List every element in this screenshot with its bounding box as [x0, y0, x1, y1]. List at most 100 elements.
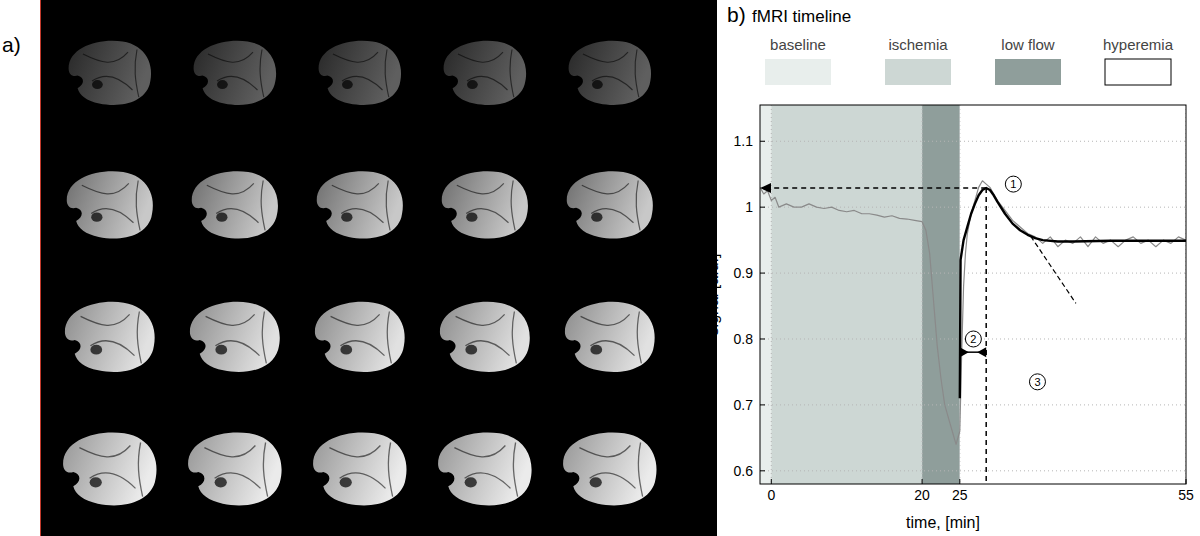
mri-tissue — [567, 171, 653, 238]
phase-band — [760, 105, 771, 484]
mri-tissue — [442, 171, 528, 238]
tick-label: 1 — [745, 199, 753, 215]
panel-edge — [40, 0, 41, 536]
mri-vessel — [90, 345, 102, 355]
tick-label: 0.7 — [734, 397, 754, 413]
tick — [760, 404, 765, 405]
panel-label: b) — [727, 3, 746, 26]
mri-slice — [194, 41, 277, 105]
mri-slice — [69, 41, 152, 105]
mri-fascia — [583, 50, 639, 98]
tick — [760, 338, 765, 339]
mri-panel — [40, 0, 717, 536]
mri-vessel — [340, 345, 352, 355]
signal-line — [760, 181, 1186, 445]
phase-band — [771, 105, 922, 484]
annotation-circle — [1005, 176, 1021, 192]
mri-slice — [63, 432, 157, 505]
mri-slice — [190, 302, 280, 372]
mri-tissue — [438, 432, 532, 505]
tick — [760, 273, 765, 274]
tick — [922, 479, 923, 484]
legend-swatch — [995, 59, 1061, 85]
annotation-circle — [965, 331, 981, 347]
annotation-label: 2 — [970, 333, 976, 345]
mri-tissue — [194, 41, 277, 105]
tick-label: 0.6 — [734, 463, 754, 479]
mri-fascia — [204, 443, 267, 497]
mri-vessel — [465, 477, 477, 487]
figure: a)b)fMRI timelinebaselineischemialow flo… — [0, 0, 1200, 536]
mri-fascia — [82, 181, 140, 231]
tick-label: 55 — [1178, 487, 1194, 503]
mri-vessel — [340, 477, 352, 487]
mri-tissue — [67, 171, 153, 238]
legend-label: low flow — [1001, 36, 1055, 53]
mri-slice — [565, 302, 655, 372]
tick — [1186, 479, 1187, 484]
tick-label: 25 — [952, 487, 968, 503]
mri-fascia — [458, 50, 514, 98]
mri-vessel — [466, 212, 477, 221]
grid-line — [760, 470, 1186, 471]
legend-label: hyperemia — [1103, 36, 1174, 53]
mri-vessel — [590, 345, 602, 355]
mri-fascia — [208, 50, 264, 98]
chart-title: fMRI timeline — [752, 7, 851, 26]
mri-fascia — [329, 443, 392, 497]
grid-line — [760, 273, 1186, 274]
mri-vessel — [90, 477, 102, 487]
mri-fascia — [207, 181, 265, 231]
tick — [771, 479, 772, 484]
mri-slice — [313, 432, 407, 505]
mri-vessel — [342, 80, 353, 89]
mri-tissue — [188, 432, 282, 505]
legend-swatch — [1105, 59, 1171, 85]
legend-swatch — [885, 59, 951, 85]
mri-fascia — [582, 181, 640, 231]
grid-line — [760, 404, 1186, 405]
annotation-circle — [1029, 374, 1045, 390]
mri-tissue — [317, 171, 403, 238]
phase-band — [922, 105, 960, 484]
mri-slice — [567, 171, 653, 238]
mri-fascia — [579, 443, 642, 497]
tick-label: 1.1 — [734, 133, 754, 149]
mri-vessel — [591, 212, 602, 221]
mri-slice — [188, 432, 282, 505]
mri-vessel — [215, 477, 227, 487]
plot-area — [760, 105, 1186, 484]
tick-label: 0.8 — [734, 331, 754, 347]
panel-label: a) — [2, 33, 21, 56]
mri-slice — [315, 302, 405, 372]
mri-vessel — [91, 212, 102, 221]
mri-vessel — [465, 345, 477, 355]
mri-vessel — [341, 212, 352, 221]
mri-slice — [65, 302, 155, 372]
mri-slice — [563, 432, 657, 505]
mri-slice — [438, 432, 532, 505]
tick — [760, 470, 765, 471]
mri-fascia — [331, 312, 392, 364]
mri-fascia — [454, 443, 517, 497]
legend-label: baseline — [770, 36, 826, 53]
mri-fascia — [333, 50, 389, 98]
mri-vessel — [467, 80, 478, 89]
mri-fascia — [332, 181, 390, 231]
mri-vessel — [215, 345, 227, 355]
mri-vessel — [592, 80, 603, 89]
arrow-head — [760, 183, 771, 193]
mri-vessel — [216, 212, 227, 221]
peak-vline — [985, 188, 987, 484]
mri-fascia — [581, 312, 642, 364]
tick — [760, 141, 765, 142]
mri-vessel — [590, 477, 602, 487]
mri-slice — [319, 41, 402, 105]
legend-swatch — [765, 59, 831, 85]
tick — [760, 207, 765, 208]
tangent-line — [1031, 236, 1076, 303]
mri-slice — [442, 171, 528, 238]
tick-label: 0 — [767, 487, 775, 503]
grid-line — [922, 105, 923, 484]
mri-tissue — [440, 302, 530, 372]
